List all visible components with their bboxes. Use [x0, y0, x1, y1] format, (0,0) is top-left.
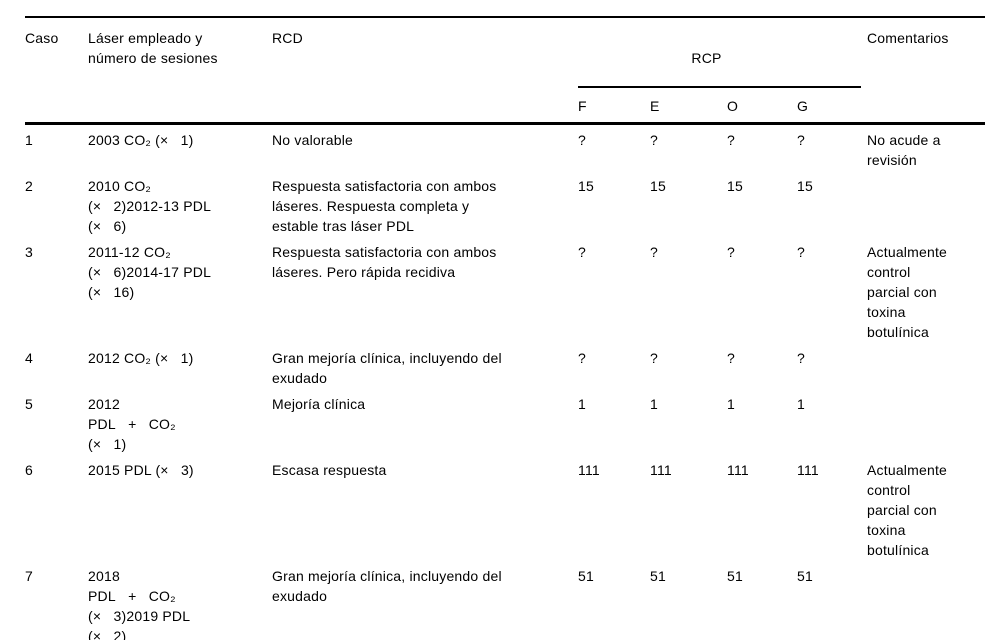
rcp-f-cell: ? — [578, 243, 586, 260]
rcd-cell: No valorable — [272, 131, 353, 148]
rcp-o-cell: 15 — [727, 177, 743, 194]
caso-cell: 1 — [25, 131, 33, 148]
rcp-f-cell: ? — [578, 349, 586, 366]
rcp-e-cell: 51 — [650, 567, 666, 584]
clinical-results-table: Caso Láser empleado y número de sesiones… — [25, 16, 985, 640]
rcp-f-cell: 1 — [578, 395, 586, 412]
col-header-e: E — [650, 88, 727, 125]
rcp-g-cell: ? — [797, 349, 805, 366]
rcp-o-cell: 111 — [727, 461, 749, 478]
header-row-sub: F E O G — [25, 88, 985, 125]
rcp-spanner-rule — [578, 86, 861, 88]
rcp-g-cell: 15 — [797, 177, 813, 194]
rcp-o-cell: ? — [727, 131, 735, 148]
laser-cell: 2018 PDL + CO₂ (× 3)2019 PDL (× 2) — [88, 567, 191, 640]
table-row-caso-5: 5 2012 PDL + CO₂ (× 1) Mejoría clínica 1… — [25, 389, 985, 455]
table-row-caso-3: 3 2011-12 CO₂ (× 6)2014-17 PDL (× 16) Re… — [25, 237, 985, 343]
rcp-g-cell: ? — [797, 243, 805, 260]
comentarios-cell — [867, 389, 985, 455]
rcp-g-cell: 111 — [797, 461, 819, 478]
caso-cell: 5 — [25, 395, 33, 412]
col-header-laser: Láser empleado y número de sesiones — [88, 17, 272, 125]
rcd-cell: Gran mejoría clínica, incluyendo del exu… — [272, 567, 502, 604]
rcp-g-cell: ? — [797, 131, 805, 148]
col-header-f: F — [578, 88, 650, 125]
caso-cell: 4 — [25, 349, 33, 366]
header-row-top: Caso Láser empleado y número de sesiones… — [25, 17, 985, 125]
rcp-f-cell: 15 — [578, 177, 594, 194]
rcp-f-cell: 51 — [578, 567, 594, 584]
col-header-rcp: RCP — [578, 17, 867, 88]
rcp-e-cell: 15 — [650, 177, 666, 194]
rcp-o-cell: 1 — [727, 395, 735, 412]
rcp-e-cell: ? — [650, 243, 658, 260]
comentarios-cell — [867, 561, 985, 640]
table-row-caso-4: 4 2012 CO₂ (× 1) Gran mejoría clínica, i… — [25, 343, 985, 389]
rcp-e-cell: ? — [650, 131, 658, 148]
comentarios-cell: Actualmente control parcial con toxina b… — [867, 461, 948, 558]
comentarios-cell: No acude a revisión — [867, 131, 941, 168]
rcp-f-cell: ? — [578, 131, 586, 148]
comentarios-cell — [867, 343, 985, 389]
rcd-cell: Mejoría clínica — [272, 395, 366, 412]
laser-cell: 2011-12 CO₂ (× 6)2014-17 PDL (× 16) — [88, 243, 212, 300]
rcp-g-cell: 1 — [797, 395, 805, 412]
laser-cell: 2012 PDL + CO₂ (× 1) — [88, 395, 176, 452]
rcp-o-cell: 51 — [727, 567, 743, 584]
table-row-caso-2: 2 2010 CO₂ (× 2)2012-13 PDL (× 6) Respue… — [25, 171, 985, 237]
rcp-g-cell: 51 — [797, 567, 813, 584]
col-header-g: G — [797, 88, 867, 125]
caso-cell: 6 — [25, 461, 33, 478]
comentarios-cell: Actualmente control parcial con toxina b… — [867, 243, 948, 340]
col-header-comentarios: Comentarios — [867, 17, 985, 125]
rcd-cell: Escasa respuesta — [272, 461, 387, 478]
rcd-cell: Respuesta satisfactoria con ambos lásere… — [272, 243, 497, 280]
rcd-cell: Gran mejoría clínica, incluyendo del exu… — [272, 349, 502, 386]
caso-cell: 2 — [25, 177, 33, 194]
col-header-caso: Caso — [25, 17, 88, 125]
rcp-f-cell: 111 — [578, 461, 600, 478]
laser-cell: 2003 CO₂ (× 1) — [88, 131, 194, 148]
table-body: 1 2003 CO₂ (× 1) No valorable ? ? ? ? No… — [25, 123, 985, 640]
rcp-e-cell: ? — [650, 349, 658, 366]
table-row-caso-6: 6 2015 PDL (× 3) Escasa respuesta 111 11… — [25, 455, 985, 561]
rcp-o-cell: ? — [727, 349, 735, 366]
col-header-rcd: RCD — [272, 17, 578, 125]
rcp-e-cell: 1 — [650, 395, 658, 412]
laser-cell: 2010 CO₂ (× 2)2012-13 PDL (× 6) — [88, 177, 212, 234]
laser-cell: 2012 CO₂ (× 1) — [88, 349, 194, 366]
col-header-o: O — [727, 88, 797, 125]
rcp-e-cell: 111 — [650, 461, 672, 478]
rcd-cell: Respuesta satisfactoria con ambos lásere… — [272, 177, 497, 234]
table-row-caso-7: 7 2018 PDL + CO₂ (× 3)2019 PDL (× 2) Gra… — [25, 561, 985, 640]
laser-cell: 2015 PDL (× 3) — [88, 461, 194, 478]
table-row-caso-1: 1 2003 CO₂ (× 1) No valorable ? ? ? ? No… — [25, 123, 985, 171]
rcp-label: RCP — [691, 50, 722, 66]
comentarios-cell — [867, 171, 985, 237]
table-header: Caso Láser empleado y número de sesiones… — [25, 17, 985, 125]
caso-cell: 7 — [25, 567, 33, 584]
caso-cell: 3 — [25, 243, 33, 260]
rcp-o-cell: ? — [727, 243, 735, 260]
